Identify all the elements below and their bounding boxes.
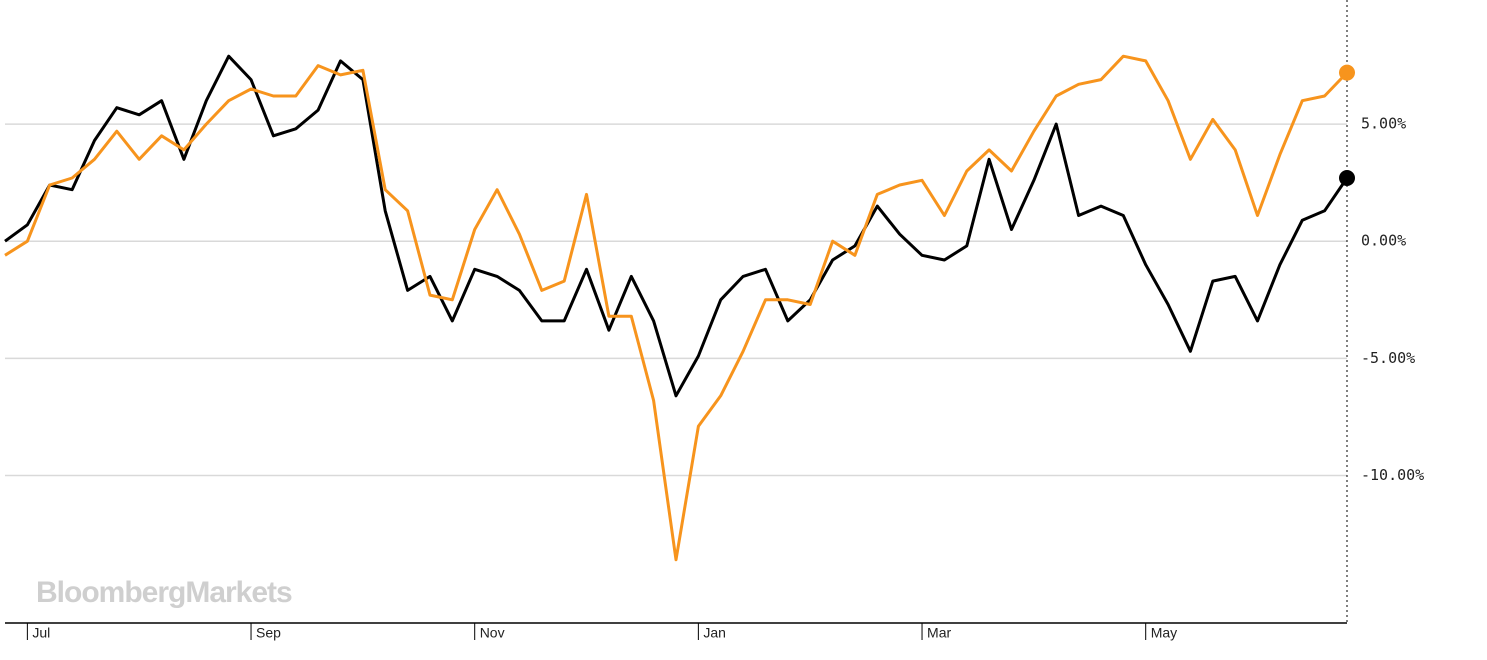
y-tick-label: 0.00% <box>1361 232 1406 250</box>
series-line <box>4 54 1349 398</box>
x-tick-label: Sep <box>256 625 281 641</box>
watermark: BloombergMarkets <box>36 576 292 609</box>
x-tick-label: Mar <box>927 625 951 641</box>
x-tick-label: Jan <box>703 625 726 641</box>
x-tick-label: Nov <box>480 625 505 641</box>
y-tick-label: -5.00% <box>1361 349 1415 367</box>
end-dot <box>1339 170 1355 186</box>
y-tick-label: 5.00% <box>1361 115 1406 133</box>
x-tick-label: Jul <box>32 625 50 641</box>
y-tick-label: -10.00% <box>1361 466 1424 484</box>
end-dot <box>1339 64 1355 81</box>
x-tick-label: May <box>1151 625 1177 641</box>
series-line <box>4 54 1349 562</box>
